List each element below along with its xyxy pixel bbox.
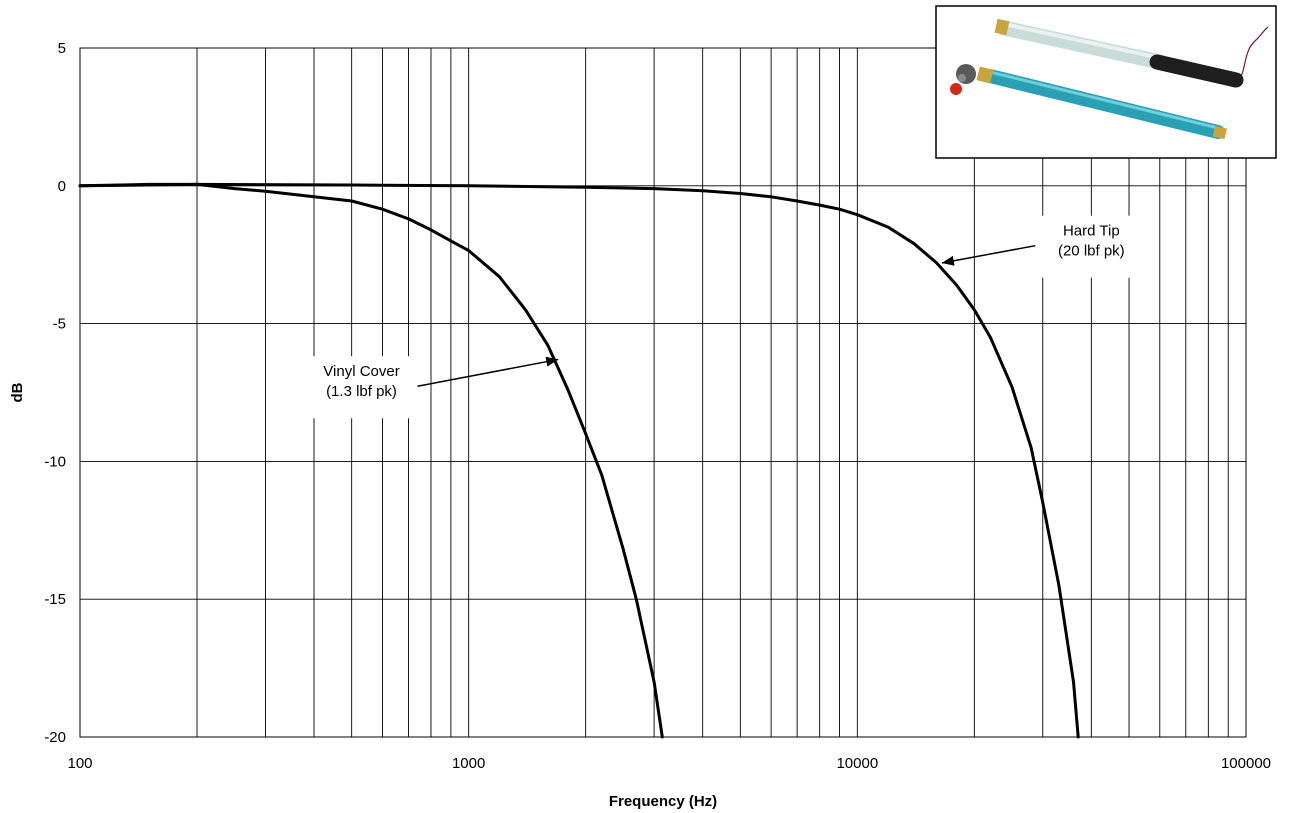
- x-axis-title: Frequency (Hz): [609, 793, 717, 810]
- annotation-text: Hard Tip: [1063, 223, 1120, 240]
- annotation-text: (1.3 lbf pk): [326, 383, 397, 400]
- annotation-text: (20 lbf pk): [1058, 243, 1125, 260]
- annotation-backgrounds: [303, 215, 1150, 419]
- hard-tip-hammer-image: [994, 18, 1269, 88]
- annotation-background: [303, 356, 420, 419]
- x-tick-label: 1000: [452, 755, 485, 772]
- series-line: [78, 182, 1080, 739]
- annotation-background: [1033, 215, 1150, 278]
- annotation-arrow-line: [941, 244, 1036, 264]
- vinyl-cover-hammer-image: [950, 64, 1228, 140]
- y-tick-label: 5: [58, 40, 66, 57]
- annotation-text: Vinyl Cover: [323, 363, 399, 380]
- annotation-arrowhead: [545, 356, 559, 367]
- y-tick-label: -5: [53, 316, 66, 333]
- x-tick-labels: 100 1000 10000 100000: [67, 755, 1271, 772]
- x-tick-label: 100000: [1221, 755, 1271, 772]
- vertical-gridlines: [196, 48, 1229, 737]
- series-curves: [78, 182, 1080, 739]
- annotations: Vinyl Cover (1.3 lbf pk) Hard Tip (20 lbf p…: [323, 223, 1124, 401]
- series-line: [78, 182, 664, 739]
- y-tick-label: -15: [44, 591, 66, 608]
- y-tick-label: -20: [44, 729, 66, 746]
- y-axis-title: dB: [9, 382, 26, 402]
- y-tick-label: 0: [58, 178, 66, 195]
- annotation-arrowhead: [941, 255, 955, 266]
- y-tick-label: -10: [44, 453, 66, 470]
- annotation-arrow-line: [417, 358, 559, 387]
- x-tick-label: 10000: [836, 755, 878, 772]
- impact-hammer-photo-inset: [935, 5, 1277, 159]
- y-tick-labels: 5 0 -5 -10 -15 -20: [44, 40, 66, 746]
- x-tick-label: 100: [67, 755, 92, 772]
